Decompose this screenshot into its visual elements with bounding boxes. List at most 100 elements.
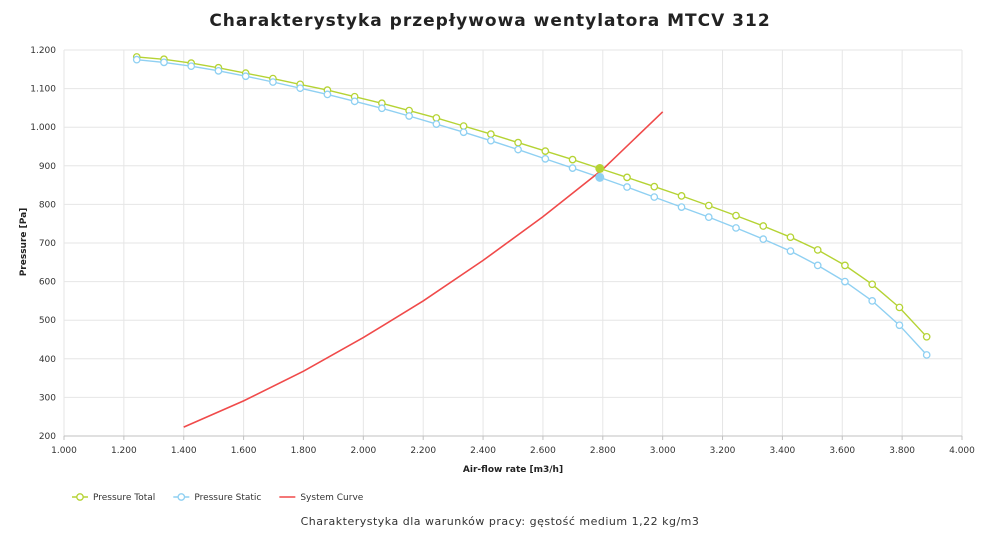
y-tick-label: 700 xyxy=(39,239,56,249)
legend-swatch-marker xyxy=(76,493,84,501)
pressure-static-point[interactable] xyxy=(568,164,577,172)
x-tick-label: 1.600 xyxy=(231,446,257,456)
series-pressure-static xyxy=(132,55,931,359)
pressure-static-point[interactable] xyxy=(132,55,141,64)
pressure-total-point[interactable] xyxy=(677,192,686,200)
pressure-total-point[interactable] xyxy=(459,122,468,130)
pressure-static-point[interactable] xyxy=(895,321,904,330)
y-tick-label: 300 xyxy=(39,393,56,403)
pressure-total-line xyxy=(136,56,928,338)
pressure-total-operating-point[interactable] xyxy=(595,164,605,174)
legend-item-pressure-total[interactable]: Pressure Total xyxy=(72,493,155,503)
x-tick-label: 2.800 xyxy=(590,446,616,456)
pressure-total-point[interactable] xyxy=(568,155,577,164)
y-tick-label: 1.100 xyxy=(30,85,56,95)
pressure-static-point[interactable] xyxy=(868,297,877,305)
y-tick-label: 900 xyxy=(39,162,56,172)
legend-label: Pressure Total xyxy=(93,493,155,503)
x-tick-label: 3.200 xyxy=(710,446,736,456)
x-tick-label: 3.800 xyxy=(889,446,915,456)
legend-swatch-marker xyxy=(177,493,186,501)
pressure-static-point[interactable] xyxy=(922,351,931,359)
pressure-static-point[interactable] xyxy=(350,97,359,106)
y-tick-label: 1.200 xyxy=(30,46,56,56)
pressure-total-point[interactable] xyxy=(841,261,849,270)
chart-title: Charakterystyka przepływowa wentylatora … xyxy=(209,11,770,31)
pressure-static-point[interactable] xyxy=(786,247,795,255)
x-tick-label: 1.000 xyxy=(51,446,77,456)
pressure-total-point[interactable] xyxy=(868,280,877,289)
pressure-total-point[interactable] xyxy=(486,130,495,138)
pressure-total-point[interactable] xyxy=(895,303,904,312)
pressure-static-point[interactable] xyxy=(459,128,468,137)
y-tick-label: 600 xyxy=(39,278,56,288)
pressure-static-point[interactable] xyxy=(759,235,768,243)
x-tick-label: 2.000 xyxy=(350,446,376,456)
system-curve-line xyxy=(183,111,664,428)
legend[interactable]: Pressure Total Pressure Static System Curv… xyxy=(72,493,364,503)
pressure-static-point[interactable] xyxy=(269,78,277,86)
pressure-total-point[interactable] xyxy=(432,114,441,122)
gridlines xyxy=(63,49,963,437)
x-axis-label: Air-flow rate [m3/h] xyxy=(463,465,563,475)
pressure-static-point[interactable] xyxy=(405,112,413,120)
pressure-static-point[interactable] xyxy=(704,213,713,221)
pressure-static-point[interactable] xyxy=(623,183,631,191)
y-tick-label: 1.000 xyxy=(30,123,56,133)
series-pressure-total xyxy=(132,53,931,341)
x-tick-label: 2.600 xyxy=(530,446,556,456)
pressure-static-point[interactable] xyxy=(378,104,386,113)
legend-label: Pressure Static xyxy=(194,493,261,503)
series-layer xyxy=(132,53,931,428)
legend-label: System Curve xyxy=(300,493,363,503)
y-tick-label: 800 xyxy=(39,200,56,210)
y-tick-label: 400 xyxy=(39,355,56,365)
y-tick-label: 200 xyxy=(39,432,56,442)
series-system-curve xyxy=(183,111,664,428)
pressure-static-point[interactable] xyxy=(486,136,495,145)
pressure-static-point[interactable] xyxy=(813,261,822,270)
x-tick-label: 4.000 xyxy=(949,446,975,456)
x-tick-label: 2.400 xyxy=(470,446,496,456)
pressure-static-point[interactable] xyxy=(541,155,550,163)
pressure-total-point[interactable] xyxy=(514,138,522,147)
pressure-total-point[interactable] xyxy=(786,233,795,242)
pressure-static-operating-point[interactable] xyxy=(595,172,605,182)
pressure-total-point[interactable] xyxy=(541,147,550,155)
pressure-total-point[interactable] xyxy=(704,201,713,210)
pressure-static-point[interactable] xyxy=(296,84,305,93)
x-tick-label: 1.200 xyxy=(111,446,137,456)
legend-item-pressure-static[interactable]: Pressure Static xyxy=(173,493,261,503)
x-axis-ticks: 1.000 1.200 1.400 1.600 1.800 2.000 2.200 2.400… xyxy=(51,436,975,456)
x-tick-label: 3.400 xyxy=(770,446,796,456)
x-tick-label: 1.800 xyxy=(291,446,317,456)
chart-subtitle: Charakterystyka dla warunków pracy: gęst… xyxy=(301,515,700,528)
y-axis-ticks: 200 300 400 500 600 700 800 900 1.000 1.100 1.200 xyxy=(30,46,56,442)
pressure-static-point[interactable] xyxy=(214,66,223,75)
pressure-static-line xyxy=(136,59,928,356)
y-axis-label: Pressure [Pa] xyxy=(19,208,29,277)
pressure-static-point[interactable] xyxy=(160,58,168,67)
pressure-static-point[interactable] xyxy=(650,193,659,201)
pressure-static-point[interactable] xyxy=(241,72,250,81)
pressure-static-point[interactable] xyxy=(187,62,196,71)
pressure-static-point[interactable] xyxy=(323,90,332,99)
pressure-total-point[interactable] xyxy=(650,182,659,191)
legend-item-system-curve[interactable]: System Curve xyxy=(279,493,364,503)
pressure-total-point[interactable] xyxy=(732,211,740,220)
pressure-static-point[interactable] xyxy=(432,120,441,128)
pressure-static-point[interactable] xyxy=(732,224,740,232)
x-tick-label: 3.600 xyxy=(829,446,855,456)
x-tick-label: 2.200 xyxy=(410,446,436,456)
pressure-total-point[interactable] xyxy=(759,222,768,230)
pressure-static-point[interactable] xyxy=(841,277,849,286)
x-tick-label: 1.400 xyxy=(171,446,197,456)
pressure-total-point[interactable] xyxy=(623,173,631,182)
pressure-total-point[interactable] xyxy=(813,246,822,254)
pressure-static-point[interactable] xyxy=(514,145,522,154)
pressure-total-point[interactable] xyxy=(922,332,931,341)
x-tick-label: 3.000 xyxy=(650,446,676,456)
pressure-static-point[interactable] xyxy=(677,203,686,211)
